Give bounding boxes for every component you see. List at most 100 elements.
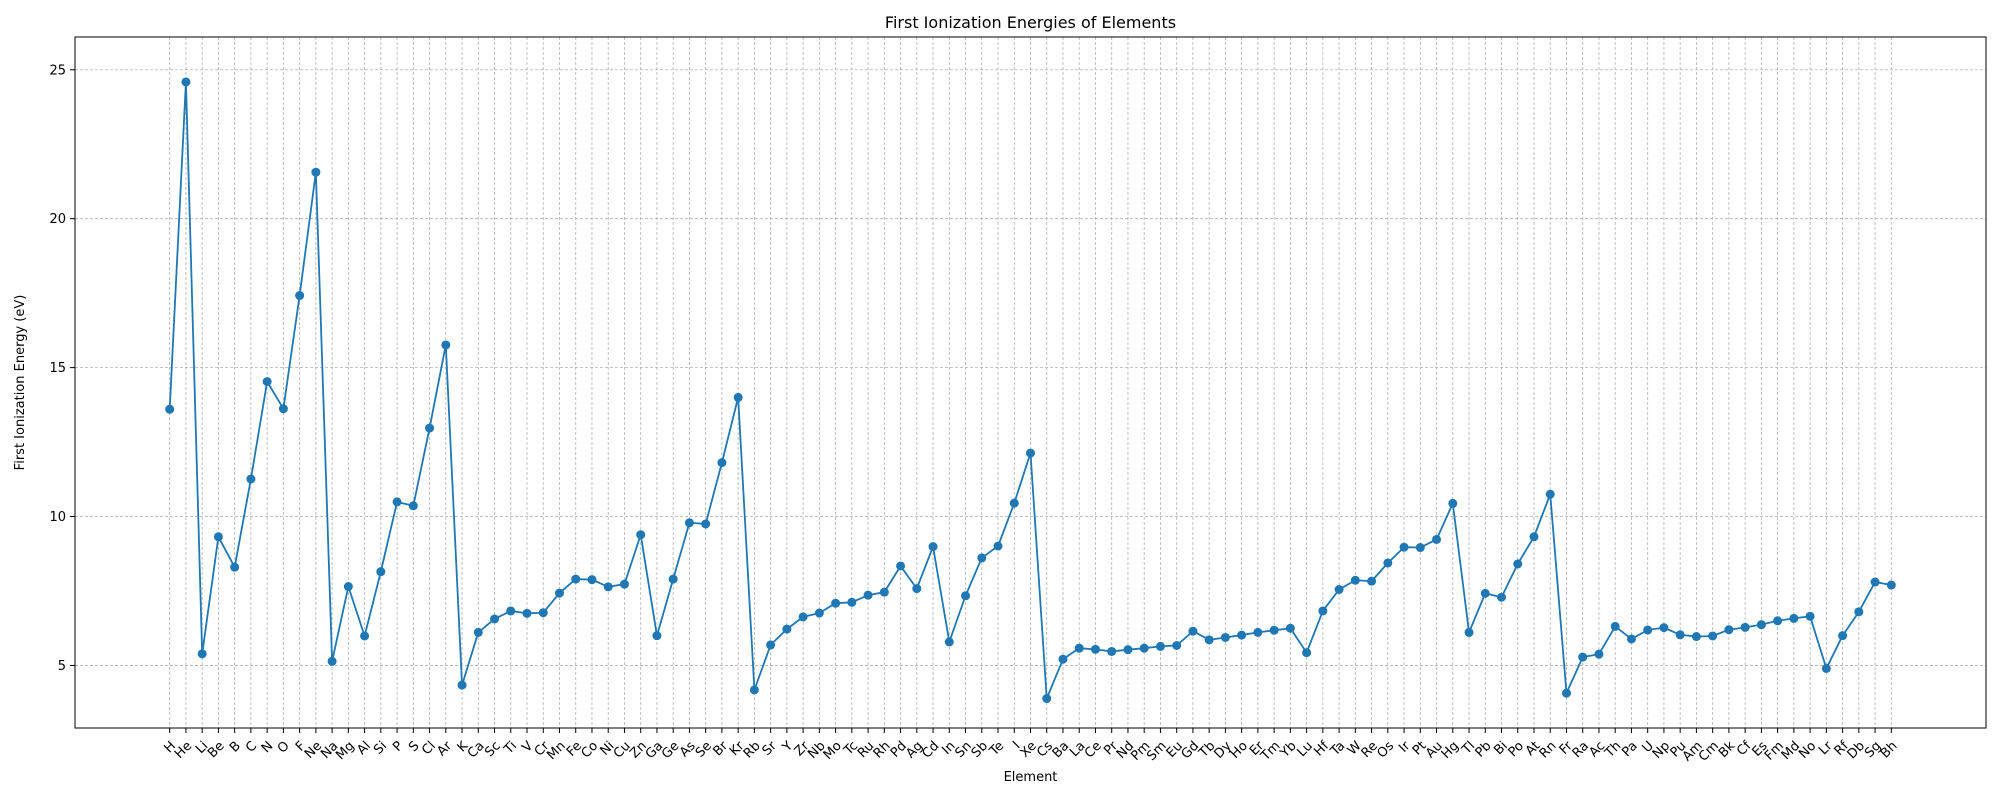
data-point (1691, 632, 1701, 642)
data-point (1188, 626, 1198, 636)
x-tick-label: Te (986, 739, 1007, 760)
data-point (1789, 613, 1799, 623)
data-point (1220, 632, 1230, 642)
grid-lines (75, 37, 1986, 728)
data-point (1432, 534, 1442, 544)
data-point (246, 474, 256, 484)
data-point (538, 608, 548, 618)
data-point (1204, 635, 1214, 645)
chart-title: First Ionization Energies of Elements (885, 13, 1176, 32)
data-point (1302, 648, 1312, 658)
data-point (1009, 498, 1019, 508)
data-point (1269, 625, 1279, 635)
x-tick-label: Si (371, 739, 390, 758)
x-tick-label: Co (579, 739, 602, 762)
data-point (1886, 580, 1896, 590)
data-point (701, 519, 711, 529)
x-tick-label: Ar (434, 738, 455, 759)
data-point (278, 404, 288, 414)
x-tick-label: Sc (482, 739, 504, 761)
data-point (1838, 631, 1848, 641)
data-point (766, 640, 776, 650)
x-tick-label: C (243, 739, 260, 756)
x-tick-label: Bh (1878, 739, 1901, 762)
data-point (213, 532, 223, 542)
x-axis-label: Element (1004, 770, 1058, 785)
data-point (1237, 630, 1247, 640)
data-point (782, 624, 792, 634)
x-tick-label: Mo (821, 739, 845, 763)
data-point (749, 685, 759, 695)
y-tick-label: 20 (49, 212, 66, 227)
data-point (392, 497, 402, 507)
data-point (230, 562, 240, 572)
data-point (1870, 577, 1880, 587)
data-point (652, 631, 662, 641)
data-point (1367, 576, 1377, 586)
data-point (1773, 616, 1783, 626)
x-tick-label: Pa (1619, 739, 1640, 760)
data-point (1561, 688, 1571, 698)
y-axis-label: First Ionization Energy (eV) (13, 295, 28, 471)
data-point (814, 608, 824, 618)
data-point (1253, 627, 1263, 637)
data-point (1155, 641, 1165, 651)
data-point (684, 518, 694, 528)
data-point (295, 291, 305, 301)
data-point (668, 574, 678, 584)
data-point (1139, 643, 1149, 653)
x-tick-label: N (259, 739, 276, 756)
data-point (425, 423, 435, 433)
x-tick-label: Mg (333, 739, 357, 763)
data-point (879, 587, 889, 597)
data-point (1399, 542, 1409, 552)
x-tick-label: Be (205, 739, 228, 762)
data-point (1643, 625, 1653, 635)
data-point (1659, 623, 1669, 633)
data-point (165, 404, 175, 414)
data-point (408, 501, 418, 511)
data-point (1318, 606, 1328, 616)
data-point (343, 582, 353, 592)
y-tick-label: 10 (49, 510, 66, 525)
data-point (262, 377, 272, 387)
data-point (928, 542, 938, 552)
data-point (1497, 592, 1507, 602)
x-tick-label: Ho (1228, 739, 1251, 762)
data-point (1090, 644, 1100, 654)
data-point (1464, 627, 1474, 637)
data-point (506, 606, 516, 616)
data-point (977, 553, 987, 563)
y-tick-label: 5 (58, 659, 66, 674)
y-axis: 5 10 15 20 25 (49, 63, 75, 674)
data-point (1578, 652, 1588, 662)
data-point (441, 340, 451, 350)
x-tick-label: Pb (1473, 739, 1495, 761)
data-point (181, 77, 191, 87)
data-point (863, 590, 873, 600)
x-tick-label: O (275, 739, 293, 757)
data-point (1854, 607, 1864, 617)
data-point (1821, 663, 1831, 673)
data-point (1042, 694, 1052, 704)
data-point (490, 614, 500, 624)
data-point (1529, 532, 1539, 542)
data-point (1172, 640, 1182, 650)
data-point (717, 458, 727, 468)
plot-frame (74, 36, 1987, 729)
x-tick-label: Ti (501, 739, 520, 758)
data-point (944, 637, 954, 647)
data-point (522, 608, 532, 618)
data-point (1724, 625, 1734, 635)
data-point (1285, 623, 1295, 633)
data-point (1415, 543, 1425, 553)
data-point (733, 392, 743, 402)
data-point (554, 588, 564, 598)
data-point (1740, 622, 1750, 632)
ionization-energy-series (165, 77, 1896, 704)
data-point (1610, 621, 1620, 631)
x-tick-label: Os (1374, 739, 1397, 762)
data-point (587, 575, 597, 585)
